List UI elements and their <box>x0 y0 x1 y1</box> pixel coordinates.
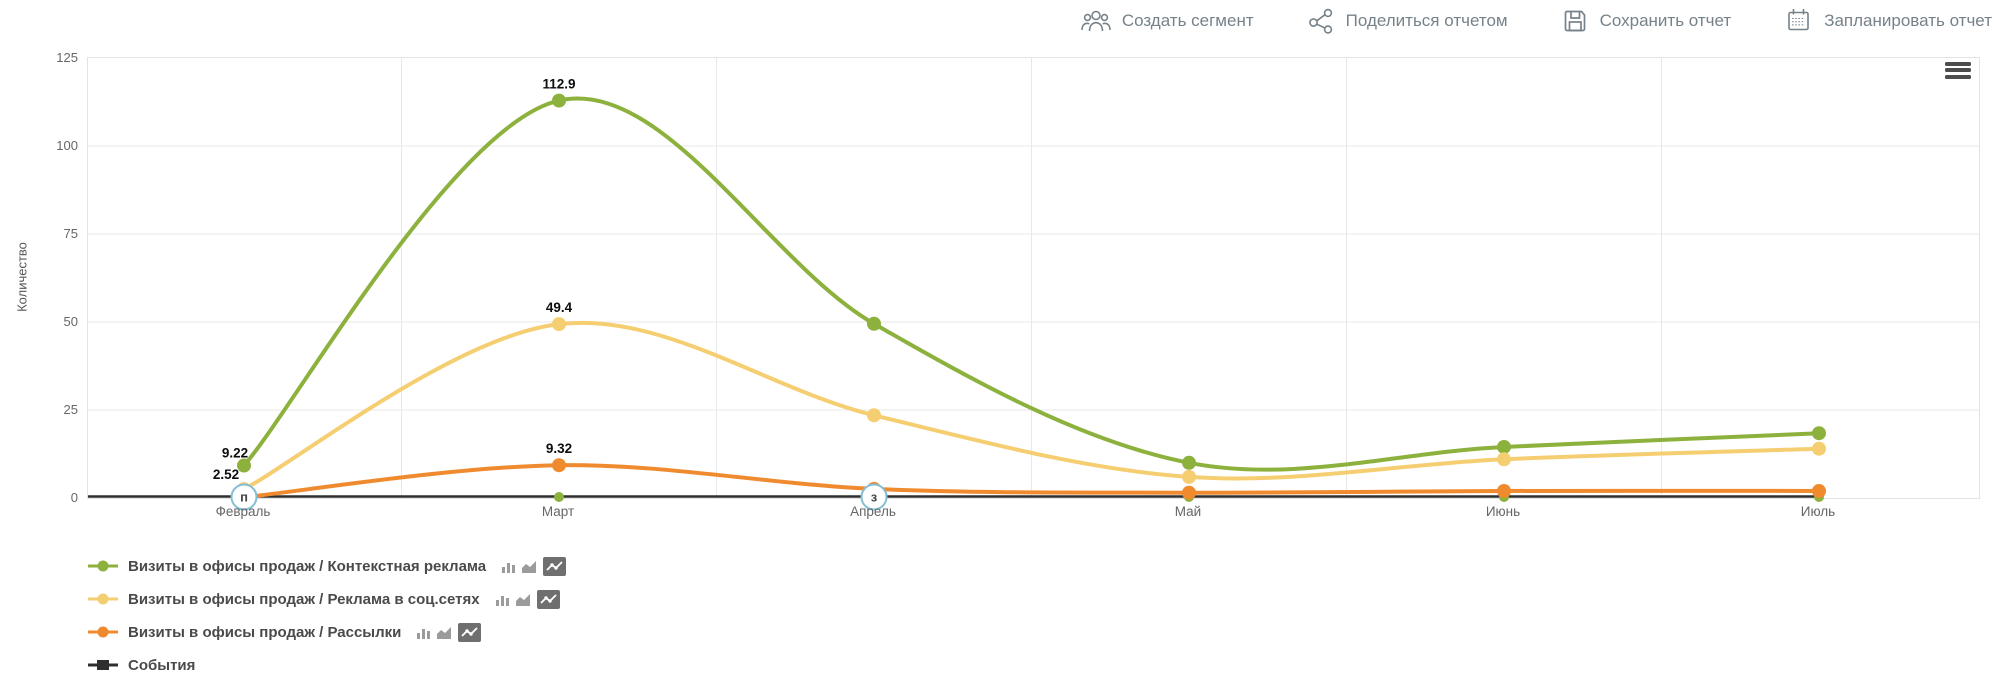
legend-label: Визиты в офисы продаж / Рассылки <box>128 623 402 641</box>
share-icon <box>1306 6 1336 36</box>
point-label: 2.52 <box>213 467 239 482</box>
area-chart-icon[interactable] <box>522 559 537 573</box>
line-chart-icon-active[interactable] <box>458 622 482 642</box>
y-axis-title: Количество <box>14 242 30 312</box>
data-point[interactable] <box>1182 469 1196 484</box>
chart-type-switcher <box>502 556 567 576</box>
y-axis-tick: 25 <box>63 402 78 417</box>
data-point[interactable] <box>1497 452 1511 467</box>
chart-menu-button[interactable] <box>1945 58 1973 82</box>
event-letter-marker[interactable] <box>860 483 888 511</box>
point-label: 9.22 <box>222 446 248 461</box>
y-axis-tick: 50 <box>63 314 78 329</box>
report-toolbar: Создать сегмент Поделиться отчетом <box>1080 5 1992 36</box>
series-line <box>242 320 1821 492</box>
data-point[interactable] <box>552 458 566 473</box>
share-report-label: Поделиться отчетом <box>1345 10 1508 30</box>
data-point[interactable] <box>867 316 881 331</box>
event-letter: з <box>871 490 878 505</box>
data-point[interactable] <box>237 458 251 473</box>
data-point[interactable] <box>1812 441 1826 456</box>
plot-area: п з 9.22 2.52 112.9 49.4 9.32 <box>87 57 1980 511</box>
schedule-report-label: Запланировать отчет <box>1824 10 1992 30</box>
y-axis-tick: 100 <box>56 138 78 153</box>
series-marker <box>88 560 118 572</box>
bar-chart-icon[interactable] <box>417 625 431 639</box>
share-report-button[interactable]: Поделиться отчетом <box>1306 6 1508 36</box>
legend-label: События <box>128 656 196 674</box>
data-point[interactable] <box>867 408 881 423</box>
series-marker <box>88 626 118 638</box>
chart-legend: Визиты в офисы продаж / Контекстная рекл… <box>88 553 567 678</box>
legend-item-events[interactable]: События <box>88 652 566 678</box>
x-axis-label: Апрель <box>850 504 896 519</box>
x-axis-label: Июнь <box>1485 504 1521 519</box>
line-chart-icon-active[interactable] <box>543 556 567 576</box>
bar-chart-icon[interactable] <box>502 559 516 573</box>
point-label: 112.9 <box>542 77 575 92</box>
chart-type-switcher <box>495 589 560 609</box>
x-axis-label: Февраль <box>215 504 271 519</box>
point-label: 9.32 <box>546 441 572 456</box>
hamburger-icon <box>1945 61 1971 66</box>
legend-item-contextual-ads[interactable]: Визиты в офисы продаж / Контекстная рекл… <box>88 553 567 579</box>
event-letter: п <box>240 490 248 505</box>
data-point[interactable] <box>552 93 566 108</box>
data-point[interactable] <box>1812 483 1826 498</box>
event-letter-marker[interactable] <box>230 483 258 511</box>
series-line <box>242 96 1821 472</box>
y-axis-tick: 75 <box>63 226 78 241</box>
line-chart-icon-active[interactable] <box>536 589 560 609</box>
series-line <box>242 463 1821 500</box>
save-report-button[interactable]: Сохранить отчет <box>1560 6 1732 36</box>
users-icon <box>1080 6 1112 36</box>
schedule-report-button[interactable]: Запланировать отчет <box>1783 5 1992 36</box>
area-chart-icon[interactable] <box>515 592 531 606</box>
legend-item-social-ads[interactable]: Визиты в офисы продаж / Реклама в соц.се… <box>88 586 566 612</box>
data-point[interactable] <box>1812 426 1826 441</box>
calendar-icon <box>1783 5 1814 36</box>
bar-chart-icon[interactable] <box>495 592 510 606</box>
series-marker <box>88 593 118 605</box>
legend-label: Визиты в офисы продаж / Реклама в соц.се… <box>128 590 480 608</box>
x-axis-label: Июль <box>1800 504 1836 519</box>
create-segment-button[interactable]: Создать сегмент <box>1080 6 1254 36</box>
y-axis-tick: 125 <box>56 50 78 65</box>
event-dot[interactable] <box>554 492 564 502</box>
x-axis-label: Март <box>541 504 575 519</box>
data-point[interactable] <box>552 317 566 332</box>
create-segment-label: Создать сегмент <box>1121 10 1254 30</box>
y-axis-tick: 0 <box>70 490 78 505</box>
data-point[interactable] <box>1497 483 1511 498</box>
save-icon <box>1560 6 1590 36</box>
chart-canvas: п з 9.22 2.52 112.9 49.4 9.32 <box>88 58 1979 511</box>
x-axis-label: Май <box>1174 504 1202 519</box>
data-point[interactable] <box>1497 439 1511 454</box>
series-marker <box>88 660 118 670</box>
point-label: 49.4 <box>546 300 573 315</box>
save-report-label: Сохранить отчет <box>1599 10 1732 30</box>
chart-type-switcher <box>417 622 482 642</box>
area-chart-icon[interactable] <box>437 625 452 639</box>
data-point[interactable] <box>1182 485 1196 500</box>
legend-label: Визиты в офисы продаж / Контекстная рекл… <box>128 557 487 575</box>
data-point[interactable] <box>1182 455 1196 470</box>
legend-item-mailings[interactable]: Визиты в офисы продаж / Рассылки <box>88 619 566 645</box>
